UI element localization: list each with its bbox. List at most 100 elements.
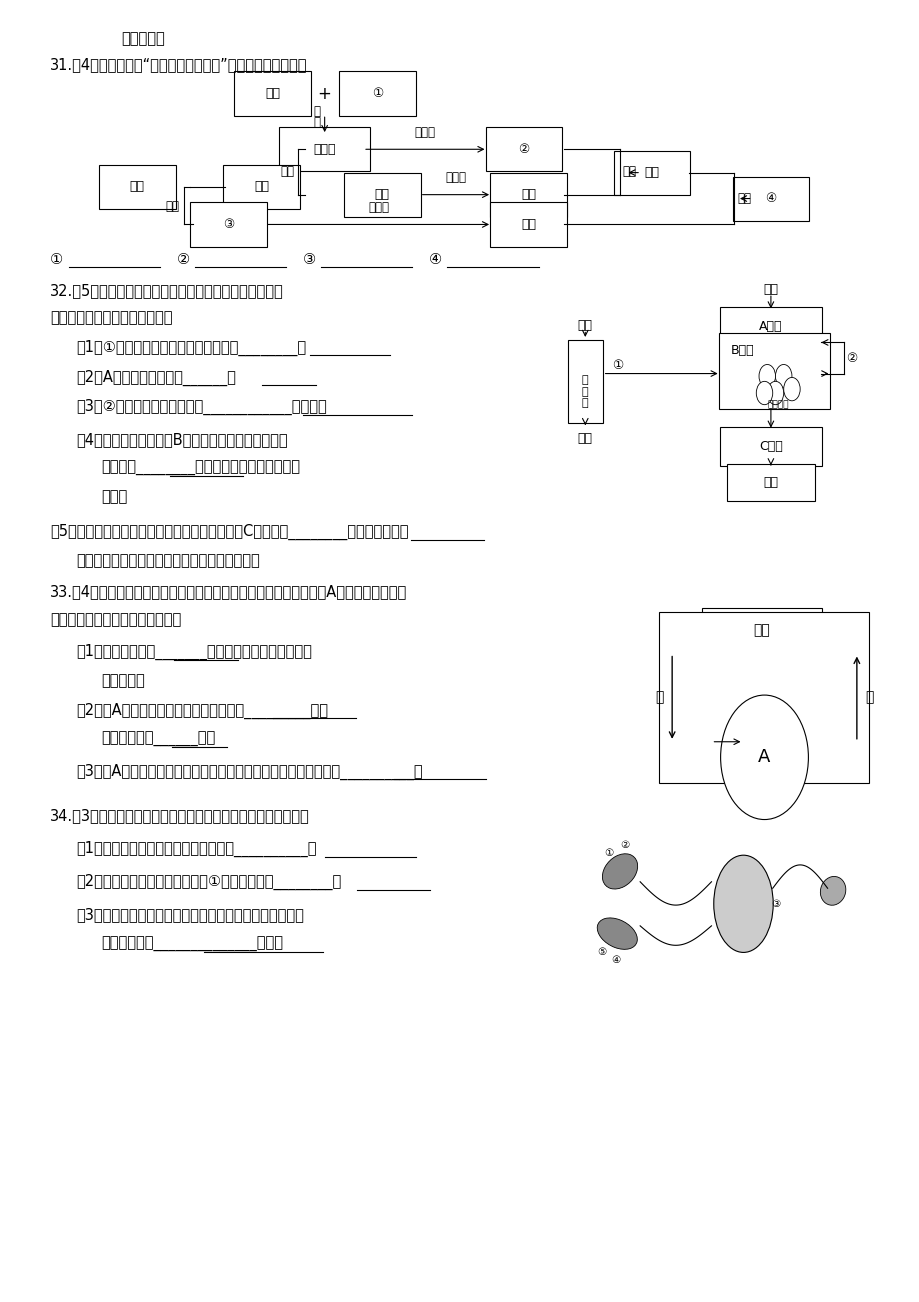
Text: 发育为: 发育为 xyxy=(368,201,389,214)
FancyBboxPatch shape xyxy=(344,173,420,216)
Text: ①: ① xyxy=(51,253,63,267)
Text: 食物: 食物 xyxy=(577,319,592,332)
Text: 种子: 种子 xyxy=(644,167,659,180)
Text: 心脏: 心脏 xyxy=(753,624,769,637)
Text: ④: ④ xyxy=(765,191,776,204)
Ellipse shape xyxy=(820,876,845,905)
Text: A: A xyxy=(757,749,770,767)
FancyBboxPatch shape xyxy=(490,173,566,216)
FancyBboxPatch shape xyxy=(223,165,300,208)
Text: A系统: A系统 xyxy=(758,320,782,333)
Text: 尿液: 尿液 xyxy=(763,477,777,490)
Text: （2）若A代表肺，则该血液循环途径属于_________，乙: （2）若A代表肺，则该血液循环途径属于_________，乙 xyxy=(76,703,327,719)
Text: 小管的重吸收作用，形成尿液，最终排出体外。: 小管的重吸收作用，形成尿液，最终排出体外。 xyxy=(76,553,259,568)
Text: （1）人的心脏位于_______中部偏左，它是血液流动的: （1）人的心脏位于_______中部偏左，它是血液流动的 xyxy=(76,644,312,660)
Text: ③: ③ xyxy=(770,898,779,909)
FancyBboxPatch shape xyxy=(339,72,415,116)
Text: 33.（4分）右下图是表示血液循环的示意图，其中甲、乙表示血管，A代表器官，箭号表: 33.（4分）右下图是表示血液循环的示意图，其中甲、乙表示血管，A代表器官，箭号… xyxy=(51,583,407,599)
Text: 血管内流的是______血。: 血管内流的是______血。 xyxy=(101,732,216,746)
Circle shape xyxy=(775,365,791,388)
Text: ③: ③ xyxy=(302,253,315,267)
Text: （2）右图是反射弧结构模式图，①的结构名称是________。: （2）右图是反射弧结构模式图，①的结构名称是________。 xyxy=(76,874,341,889)
Text: 包括: 包括 xyxy=(280,165,294,178)
Text: 34.（3分）神经调节是人体生命活动的主要调节方式。请回答：: 34.（3分）神经调节是人体生命活动的主要调节方式。请回答： xyxy=(51,809,310,823)
Text: ②: ② xyxy=(619,841,629,850)
Text: ④: ④ xyxy=(428,253,441,267)
FancyBboxPatch shape xyxy=(720,307,821,346)
FancyBboxPatch shape xyxy=(190,202,267,246)
Text: 来完成的。: 来完成的。 xyxy=(121,31,165,47)
Text: +: + xyxy=(317,85,331,103)
Circle shape xyxy=(720,695,808,819)
FancyBboxPatch shape xyxy=(701,608,821,652)
Text: 32.（5分）右图表示与人体新陈代谢相关的主要系统及其: 32.（5分）右图表示与人体新陈代谢相关的主要系统及其 xyxy=(51,283,284,298)
Text: 胚珠: 胚珠 xyxy=(254,181,268,194)
Ellipse shape xyxy=(602,854,637,889)
Text: ①: ① xyxy=(371,87,383,100)
Text: 化: 化 xyxy=(582,387,588,397)
Text: 组成: 组成 xyxy=(736,191,750,204)
Text: ②: ② xyxy=(176,253,189,267)
Circle shape xyxy=(766,381,783,405)
Text: 珠被: 珠被 xyxy=(374,189,390,201)
Text: 乙: 乙 xyxy=(865,690,873,704)
Text: ④: ④ xyxy=(610,954,619,965)
Text: 组成: 组成 xyxy=(622,165,636,178)
Text: 粪便: 粪便 xyxy=(577,432,592,445)
Text: （3）若A代表小肠，则流经小肠的血液最先流回到心脏四个腔中的__________。: （3）若A代表小肠，则流经小肠的血液最先流回到心脏四个腔中的__________… xyxy=(76,763,422,780)
Text: 成: 成 xyxy=(313,116,321,129)
FancyBboxPatch shape xyxy=(613,151,689,195)
Text: 果皮: 果皮 xyxy=(520,217,536,230)
Text: 子房: 子房 xyxy=(130,181,144,194)
Text: 能量。: 能量。 xyxy=(101,490,128,504)
Text: 发育为: 发育为 xyxy=(445,172,466,185)
Ellipse shape xyxy=(596,918,637,949)
FancyBboxPatch shape xyxy=(567,340,602,423)
Text: 形: 形 xyxy=(313,105,321,118)
Text: ③: ③ xyxy=(222,217,234,230)
Text: （5）组织细胞产生的尿素等代谢废物随血液流经C时，通过________的滤过作用和肾: （5）组织细胞产生的尿素等代谢废物随血液流经C时，通过________的滤过作用… xyxy=(51,523,408,540)
FancyBboxPatch shape xyxy=(98,165,176,208)
Text: 动力器官。: 动力器官。 xyxy=(101,673,145,689)
Circle shape xyxy=(783,378,800,401)
Text: ②: ② xyxy=(845,352,857,365)
Text: ①: ① xyxy=(611,359,622,372)
FancyBboxPatch shape xyxy=(233,72,311,116)
FancyBboxPatch shape xyxy=(726,465,814,500)
Text: 组织细胞: 组织细胞 xyxy=(766,400,789,409)
Text: 细胞中，________等有机物氧化分解，并释放: 细胞中，________等有机物氧化分解，并释放 xyxy=(101,461,301,475)
Text: 气体: 气体 xyxy=(763,283,777,296)
Text: 甲: 甲 xyxy=(654,690,663,704)
Text: （2）A系统的主要器官是______。: （2）A系统的主要器官是______。 xyxy=(76,370,235,385)
Text: 关系示意图，请根据图示回答：: 关系示意图，请根据图示回答： xyxy=(51,310,173,326)
FancyBboxPatch shape xyxy=(720,427,821,466)
Text: 精子: 精子 xyxy=(265,87,279,100)
Circle shape xyxy=(758,365,775,388)
Text: 道: 道 xyxy=(582,398,588,409)
Text: B系统: B系统 xyxy=(730,344,754,357)
Text: 发育为: 发育为 xyxy=(414,126,436,139)
FancyBboxPatch shape xyxy=(279,128,369,172)
Text: 31.（4分）请将下列“果实与种子的形成”的概念图补充完整：: 31.（4分）请将下列“果实与种子的形成”的概念图补充完整： xyxy=(51,57,308,73)
FancyBboxPatch shape xyxy=(732,177,809,220)
Text: （1）神经系统结构和功能的基本单位是__________。: （1）神经系统结构和功能的基本单位是__________。 xyxy=(76,841,316,858)
Text: （3）当手指无意间碰到灼热的物体时，会立即缩回手臂，: （3）当手指无意间碰到灼热的物体时，会立即缩回手臂， xyxy=(76,906,303,922)
FancyBboxPatch shape xyxy=(485,128,562,172)
Ellipse shape xyxy=(713,855,772,953)
FancyBboxPatch shape xyxy=(718,333,830,409)
Text: （4）营养物质和氧气经B系统到达组织细胞，在组织: （4）营养物质和氧气经B系统到达组织细胞，在组织 xyxy=(76,432,288,447)
Circle shape xyxy=(755,381,772,405)
Text: 包括: 包括 xyxy=(165,199,179,212)
FancyBboxPatch shape xyxy=(659,612,868,784)
Text: 消: 消 xyxy=(582,375,588,385)
Text: （3）②的气体交换过程是通过____________实现的。: （3）②的气体交换过程是通过____________实现的。 xyxy=(76,400,326,415)
Text: ⑤: ⑤ xyxy=(596,947,606,957)
Text: 这种活动属于______________反射。: 这种活动属于______________反射。 xyxy=(101,936,283,952)
Text: 示血液的流动方向。请据图回答：: 示血液的流动方向。请据图回答： xyxy=(51,612,181,628)
Text: （1）①表示的生理过程是指营养物质的________。: （1）①表示的生理过程是指营养物质的________。 xyxy=(76,340,306,355)
Text: ①: ① xyxy=(604,848,613,858)
Text: ②: ② xyxy=(517,143,529,156)
Text: 受精卵: 受精卵 xyxy=(313,143,335,156)
FancyBboxPatch shape xyxy=(490,202,566,246)
Text: 种皮: 种皮 xyxy=(520,189,536,201)
